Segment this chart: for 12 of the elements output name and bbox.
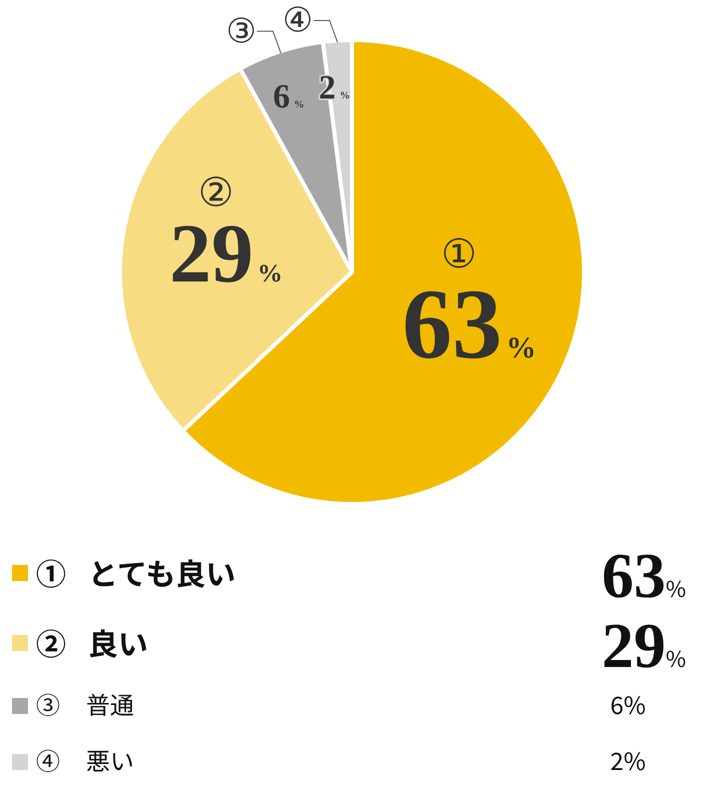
legend-label: ③ 普通 (36, 686, 134, 721)
data-label: 2% (318, 70, 350, 107)
legend-label: ② 良い (36, 620, 148, 664)
text: 29% (602, 610, 686, 681)
legend-label: ① とても良い (36, 550, 236, 594)
text: ③ (226, 13, 256, 50)
data-label: 6% (273, 78, 304, 116)
text: ④ (282, 2, 313, 40)
text: 2% (610, 742, 646, 777)
text: 63% (602, 540, 686, 611)
text: 6% (610, 686, 646, 721)
legend-label: ④ 悪い (36, 742, 134, 777)
